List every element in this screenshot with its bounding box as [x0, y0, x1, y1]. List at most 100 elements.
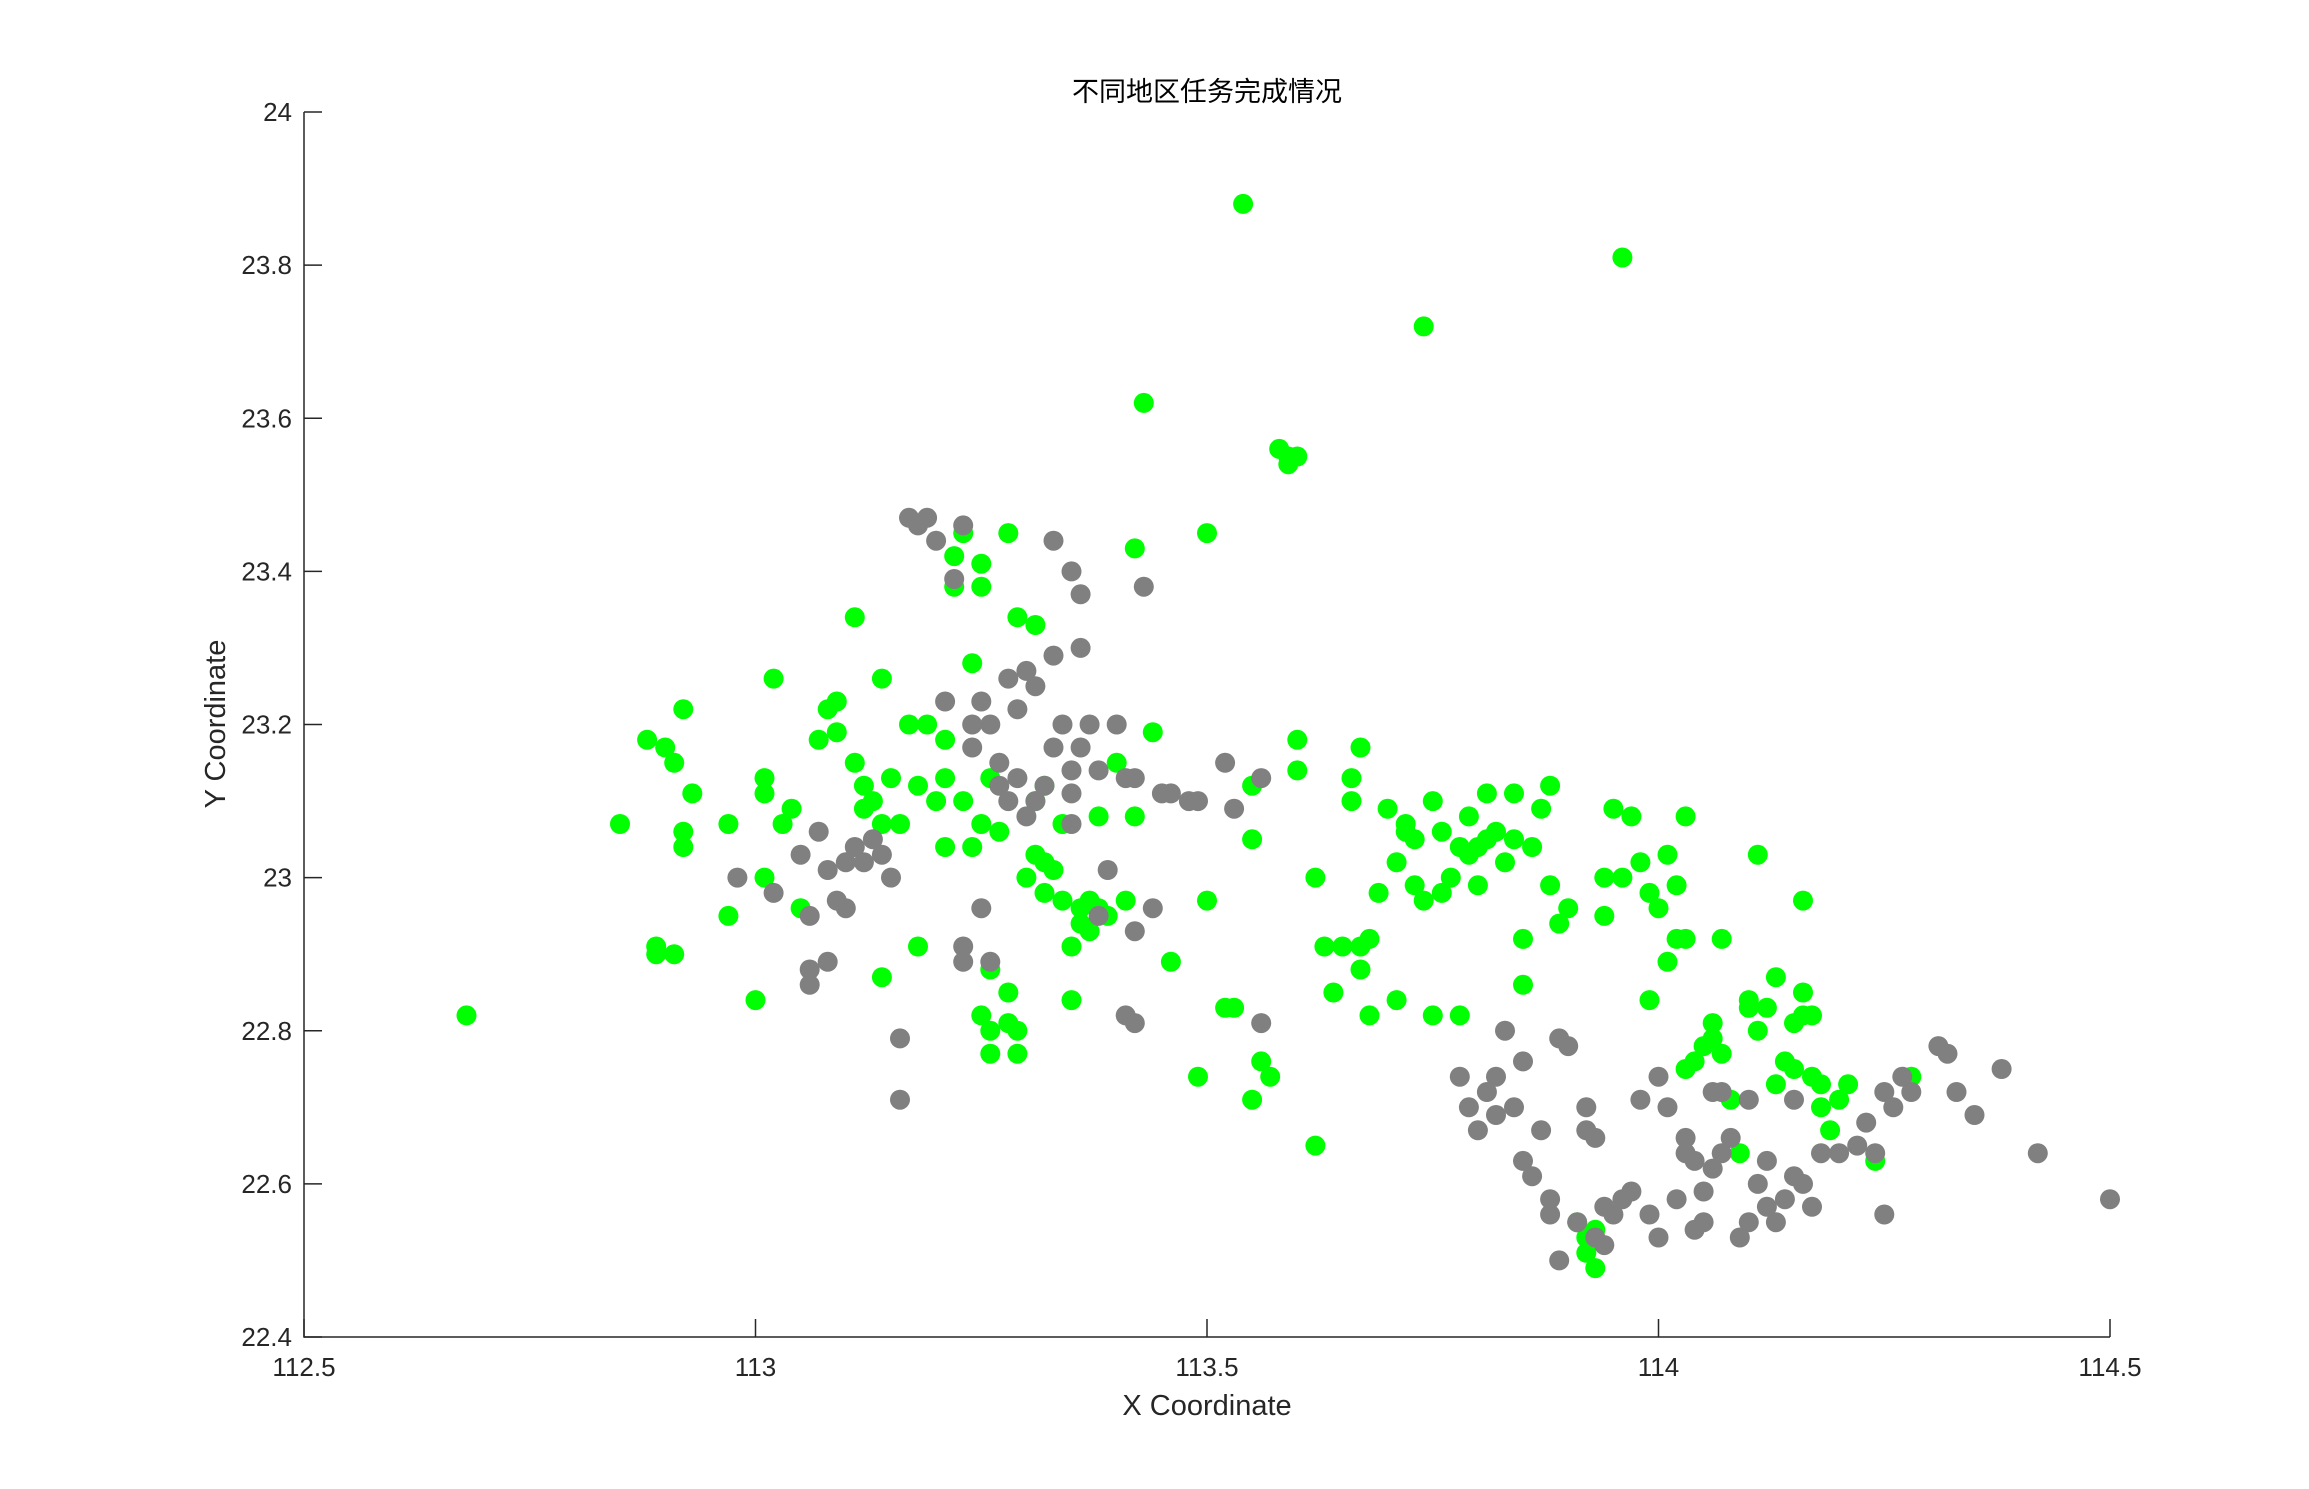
data-point-series-2 [989, 752, 1010, 773]
data-point-series-2 [1504, 1097, 1524, 1118]
data-point-series-1 [1558, 898, 1579, 919]
data-point-series-1 [1016, 867, 1037, 888]
data-point-series-1 [1657, 844, 1678, 865]
data-point-series-1 [1251, 1051, 1272, 1072]
data-point-series-1 [808, 729, 829, 750]
data-point-series-2 [971, 691, 992, 712]
data-point-series-1 [926, 791, 947, 812]
data-point-series-2 [962, 714, 983, 735]
data-point-series-1 [1043, 860, 1064, 880]
data-point-series-1 [871, 668, 892, 689]
data-point-series-1 [971, 1005, 992, 1026]
data-point-series-2 [1522, 1166, 1543, 1187]
data-point-series-1 [1504, 829, 1524, 850]
data-point-series-2 [835, 852, 856, 873]
y-tick-label: 23 [263, 863, 292, 893]
data-point-series-1 [718, 814, 739, 834]
data-point-series-1 [1287, 446, 1308, 467]
data-point-series-1 [1594, 867, 1615, 888]
data-point-series-2 [871, 844, 892, 865]
data-point-series-2 [1061, 814, 1082, 834]
data-point-series-1 [1413, 316, 1434, 337]
data-point-series-2 [1142, 898, 1163, 919]
y-tick-label: 22.8 [241, 1016, 292, 1046]
data-point-series-1 [971, 576, 992, 597]
data-point-series-2 [853, 852, 874, 873]
data-point-series-2 [998, 791, 1019, 812]
data-point-series-1 [1332, 936, 1353, 957]
data-point-series-1 [1549, 913, 1570, 934]
data-point-series-1 [718, 905, 739, 926]
data-point-series-2 [1124, 921, 1145, 942]
data-point-series-2 [1449, 1066, 1470, 1087]
data-point-series-1 [862, 791, 883, 812]
data-point-series-2 [1188, 791, 1208, 812]
data-point-series-1 [1350, 737, 1371, 758]
data-point-series-1 [673, 821, 694, 842]
data-point-series-1 [1784, 1059, 1804, 1079]
scatter-points-layer [456, 193, 2120, 1279]
data-point-series-2 [1648, 1066, 1669, 1087]
data-point-series-1 [1188, 1066, 1208, 1087]
data-point-series-1 [1513, 928, 1533, 949]
data-point-series-2 [1549, 1250, 1570, 1271]
data-point-series-1 [1729, 1143, 1750, 1164]
data-point-series-2 [1657, 1097, 1678, 1118]
data-point-series-2 [1486, 1066, 1506, 1087]
data-point-series-2 [1070, 584, 1091, 605]
data-point-series-1 [1793, 982, 1813, 1003]
y-tick-label: 22.4 [241, 1322, 292, 1352]
data-point-series-2 [862, 829, 883, 850]
x-tick-label: 114 [1638, 1352, 1679, 1382]
data-point-series-2 [1648, 1227, 1669, 1248]
data-point-series-2 [1025, 791, 1046, 812]
data-point-series-2 [1585, 1127, 1606, 1148]
data-point-series-1 [935, 837, 956, 857]
data-point-series-1 [1820, 1120, 1841, 1141]
data-point-series-2 [1007, 699, 1028, 720]
data-point-series-2 [817, 860, 838, 880]
data-point-series-1 [1124, 806, 1145, 827]
data-point-series-1 [1007, 1043, 1028, 1064]
data-point-series-2 [1774, 1189, 1795, 1210]
data-point-series-2 [1784, 1089, 1804, 1110]
data-point-series-2 [1486, 1105, 1506, 1125]
data-point-series-1 [664, 752, 685, 773]
data-point-series-1 [1431, 821, 1452, 842]
data-point-series-2 [1874, 1204, 1895, 1225]
data-point-series-1 [953, 791, 974, 812]
data-point-series-2 [1621, 1181, 1642, 1202]
x-axis-label: X Coordinate [1122, 1390, 1291, 1422]
data-point-series-2 [1476, 1082, 1497, 1102]
data-point-series-1 [1314, 936, 1335, 957]
data-point-series-2 [1458, 1097, 1479, 1118]
data-point-series-2 [1747, 1173, 1768, 1194]
data-point-series-1 [853, 775, 874, 796]
data-point-series-1 [1793, 890, 1813, 911]
data-point-series-1 [1395, 814, 1416, 834]
data-point-series-1 [1675, 806, 1696, 827]
data-point-series-1 [1522, 837, 1543, 857]
data-point-series-1 [826, 691, 847, 712]
data-point-series-1 [1765, 967, 1786, 988]
data-point-series-2 [1738, 1089, 1759, 1110]
data-point-series-1 [1386, 990, 1407, 1011]
data-point-series-1 [998, 523, 1019, 544]
data-point-series-1 [1404, 875, 1425, 896]
data-point-series-2 [1856, 1112, 1877, 1133]
data-point-series-1 [1061, 936, 1082, 957]
data-point-series-1 [1540, 875, 1561, 896]
data-point-series-2 [1025, 676, 1046, 697]
data-point-series-2 [1765, 1212, 1786, 1233]
data-point-series-2 [1531, 1120, 1552, 1141]
data-point-series-2 [935, 691, 956, 712]
data-point-series-1 [1007, 607, 1028, 628]
data-point-series-2 [1811, 1143, 1831, 1164]
data-point-series-1 [673, 699, 694, 720]
data-point-series-2 [1756, 1150, 1777, 1171]
data-point-series-1 [1594, 905, 1615, 926]
data-point-series-1 [1305, 1135, 1326, 1156]
data-point-series-1 [1603, 798, 1624, 819]
data-point-series-2 [1251, 1013, 1272, 1034]
data-point-series-2 [1124, 1013, 1145, 1034]
